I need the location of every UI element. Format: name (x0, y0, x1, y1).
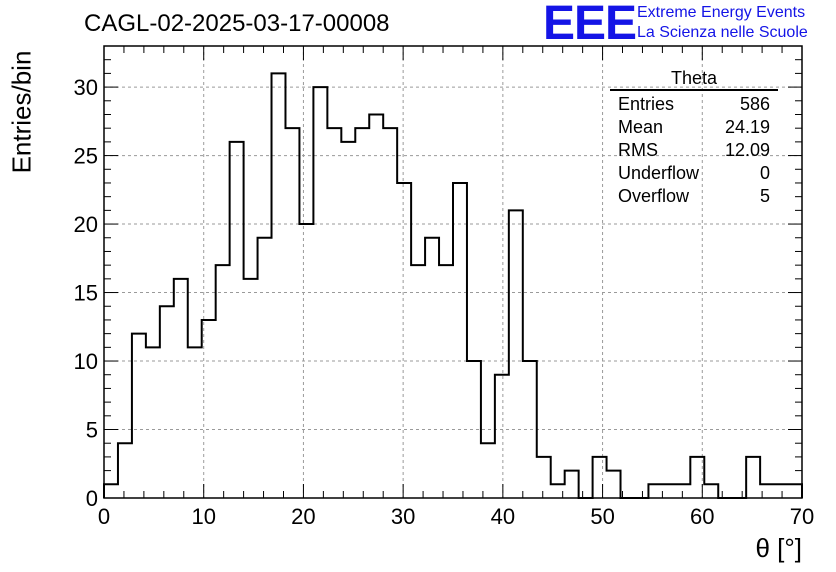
plot-frame (103, 45, 803, 499)
stats-label: RMS (618, 140, 658, 160)
histogram-bin (481, 443, 495, 498)
stats-row-mean: Mean 24.19 (610, 116, 778, 139)
y-tick-label: 25 (74, 144, 98, 169)
histogram-bin (118, 443, 132, 498)
histogram-bin (244, 279, 258, 498)
histogram-bin (746, 457, 760, 498)
histogram-bin (704, 484, 718, 498)
histogram-bin (676, 484, 690, 498)
stats-value: 586 (739, 94, 770, 114)
stats-label: Underflow (618, 163, 700, 183)
stats-value: 0 (759, 163, 770, 183)
stats-box: Theta Entries 586 Mean 24.19 RMS 12.09 U… (610, 68, 778, 208)
x-tick-label: 0 (98, 504, 110, 529)
histogram-bin (341, 142, 355, 498)
stats-label: Entries (618, 94, 675, 114)
histogram-bin (453, 183, 467, 498)
histogram-bin (425, 238, 439, 498)
histogram-bin (216, 265, 230, 498)
y-tick-label: 30 (74, 75, 98, 100)
histogram-bin (104, 484, 118, 498)
histogram-bin (760, 484, 774, 498)
x-tick-label: 60 (690, 504, 714, 529)
histogram-outline (103, 72, 803, 499)
histogram-bin (565, 471, 579, 498)
y-tick-label: 5 (86, 418, 98, 443)
histogram-bin (146, 347, 160, 498)
histogram-bin (467, 361, 481, 498)
histogram-bin (551, 484, 565, 498)
stats-label: Overflow (618, 186, 690, 206)
x-tick-label: 40 (491, 504, 515, 529)
x-tick-label: 30 (391, 504, 415, 529)
histogram-bin (230, 142, 244, 498)
x-tick-label: 70 (790, 504, 814, 529)
histogram-bin (258, 238, 272, 498)
histogram-bin (788, 484, 802, 498)
stats-value: 12.09 (724, 140, 770, 160)
histogram-bin (188, 347, 202, 498)
histogram-bin (607, 471, 621, 498)
histogram-bin (537, 457, 551, 498)
x-tick-label: 10 (191, 504, 215, 529)
stats-row-entries: Entries 586 (610, 93, 778, 116)
histogram-bin (495, 375, 509, 498)
y-tick-label: 15 (74, 281, 98, 306)
x-axis-label: θ [°] (755, 533, 802, 563)
chart-title: CAGL-02-2025-03-17-00008 (84, 10, 390, 37)
logo-line-2: La Scienza nelle Scuole (637, 24, 808, 41)
histogram-bin (327, 128, 341, 498)
logo-line-1: Extreme Energy Events (637, 4, 806, 21)
histogram-bin (397, 183, 411, 498)
histogram-bin (369, 114, 383, 498)
histogram-bin (690, 457, 704, 498)
histogram-bin (285, 128, 299, 498)
histogram-bin (439, 265, 453, 498)
stats-row-overflow: Overflow 5 (610, 185, 778, 208)
histogram-bin (132, 334, 146, 498)
stats-label: Mean (618, 117, 664, 137)
y-tick-label: 20 (74, 212, 98, 237)
eee-logo: EEE (543, 0, 637, 50)
stats-value: 24.19 (724, 117, 770, 137)
histogram-bin (509, 210, 523, 498)
histogram-bin (299, 224, 313, 498)
stats-value: 5 (759, 186, 770, 206)
histogram-bin (174, 279, 188, 498)
histogram-bin (593, 457, 607, 498)
histogram-bin (648, 484, 662, 498)
histogram-bin (160, 306, 174, 498)
histogram-bin (523, 361, 537, 498)
histogram-bin (774, 484, 788, 498)
stats-title: Theta (610, 68, 778, 91)
histogram-bin (411, 265, 425, 498)
histogram-bin (202, 320, 216, 498)
y-tick-label: 10 (74, 349, 98, 374)
x-tick-label: 50 (590, 504, 614, 529)
histogram-bin (355, 128, 369, 498)
histogram-bin (272, 73, 286, 498)
x-tick-label: 20 (291, 504, 315, 529)
y-tick-label: 0 (86, 486, 98, 511)
stats-row-underflow: Underflow 0 (610, 162, 778, 185)
histogram-bin (313, 87, 327, 498)
y-axis-label: Entries/bin (6, 50, 37, 174)
stats-row-rms: RMS 12.09 (610, 139, 778, 162)
histogram-bin (662, 484, 676, 498)
histogram-bin (383, 128, 397, 498)
